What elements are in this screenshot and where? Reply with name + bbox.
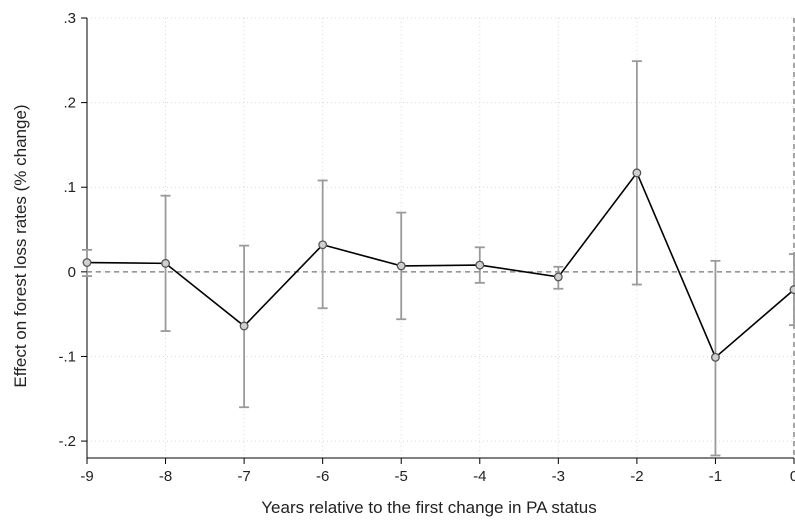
y-tick-label: .2 [63,95,76,112]
estimate-point [396,261,406,271]
estimate-point [553,272,563,282]
estimate-point [789,285,795,295]
x-tick-label: -1 [709,468,722,485]
point-markers [82,168,795,362]
x-tick-label: -3 [552,468,565,485]
x-tick-label: -5 [395,468,408,485]
estimate-line [86,171,795,359]
x-tick-label: -7 [237,468,250,485]
y-tick-label: .3 [63,10,76,27]
x-tick-label: -4 [473,468,486,485]
x-tick-label: -9 [80,468,93,485]
estimate-point [161,258,171,268]
y-tick-label: 0 [68,264,76,281]
x-tick-labels: -9 -8 -7 -6 -5 -4 -3 -2 -1 0 [80,458,795,485]
y-axis-label: Effect on forest loss rates (% change) [11,104,30,387]
axes [86,18,794,459]
y-tick-label: .1 [63,179,76,196]
estimate-point [710,352,720,362]
x-tick-label: -6 [316,468,329,485]
y-tick-labels: -.2 -.1 0 .1 .2 .3 [58,10,87,450]
estimate-point [318,240,328,250]
x-axis-label: Years relative to the first change in PA… [261,498,596,517]
y-tick-label: -.2 [58,433,76,450]
estimate-point [475,260,485,270]
x-tick-label: 0 [790,468,795,485]
reference-lines [87,18,795,458]
series-line [86,171,795,359]
grid-lines [86,17,795,458]
x-tick-label: -8 [159,468,172,485]
estimate-point [239,321,249,331]
estimate-point [82,258,92,267]
y-tick-label: -.1 [58,348,76,365]
estimate-point [632,168,642,178]
error-bars [82,60,795,457]
x-tick-label: -2 [630,468,643,485]
